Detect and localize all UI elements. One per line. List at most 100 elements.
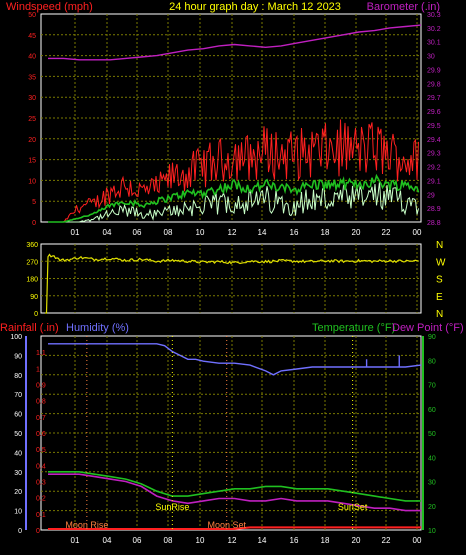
climate-x-tick-2: 06	[133, 536, 142, 545]
temperature-tick-1: 20	[428, 504, 436, 511]
dewpoint-axis-title: Dew Point (°F)	[392, 322, 464, 334]
barometer-axis-title: Barometer (.in)	[367, 1, 440, 13]
rain-tick-3: 0.3	[36, 480, 46, 487]
windspeed-axis-title: Windspeed (mph)	[6, 1, 93, 13]
barometer-line	[48, 24, 422, 61]
barometer-tick-3: 29.1	[427, 178, 441, 185]
wind-x-tick-0: 01	[71, 228, 80, 237]
climate-x-tick-4: 10	[196, 536, 205, 545]
wind-x-tick-6: 14	[258, 228, 267, 237]
temperature-tick-8: 90	[428, 334, 436, 341]
humidity-tick-1: 10	[14, 509, 22, 516]
climate-x-tick-9: 20	[352, 536, 361, 545]
humidity-tick-4: 40	[14, 450, 22, 457]
wind-x-tick-1: 04	[103, 228, 112, 237]
annotation-label-3: SunSet	[338, 502, 368, 512]
barometer-tick-9: 29.7	[427, 95, 441, 102]
climate-x-tick-7: 16	[290, 536, 299, 545]
direction-tick-2: 180	[26, 277, 38, 284]
wind-x-tick-4: 10	[196, 228, 205, 237]
climate-x-tick-10: 22	[382, 536, 391, 545]
rain-tick-1: 0.1	[36, 512, 46, 519]
rain-tick-7: 0.7	[36, 415, 46, 422]
windspeed-tick-6: 30	[28, 95, 36, 102]
annotation-label-0: Moon Rise	[65, 520, 108, 530]
temperature-tick-7: 80	[428, 358, 436, 365]
wind-x-tick-8: 18	[321, 228, 330, 237]
humidity-tick-2: 20	[14, 489, 22, 496]
grid-layer	[25, 13, 424, 531]
wind-x-tick-11: 00	[413, 228, 422, 237]
rainfall-axis-title: Rainfall (.in)	[0, 322, 59, 334]
temperature-tick-6: 70	[428, 383, 436, 390]
windspeed-tick-1: 5	[32, 199, 36, 206]
climate-x-tick-0: 01	[71, 536, 80, 545]
chart-title: 24 hour graph day : March 12 2023	[169, 1, 341, 13]
compass-label-3: E	[436, 292, 443, 303]
windspeed-tick-3: 15	[28, 158, 36, 165]
temperature-tick-4: 50	[428, 431, 436, 438]
windspeed-tick-9: 45	[28, 33, 36, 40]
rain-tick-10: 1	[36, 366, 40, 373]
wind-gust-line	[48, 119, 419, 223]
compass-label-0: N	[436, 240, 443, 251]
wind-x-tick-10: 22	[382, 228, 391, 237]
climate-x-tick-5: 12	[228, 536, 237, 545]
humidity-tick-3: 30	[14, 470, 22, 477]
wind-x-tick-7: 16	[290, 228, 299, 237]
humidity-tick-10: 100	[10, 334, 22, 341]
temperature-tick-5: 60	[428, 407, 436, 414]
temperature-tick-3: 40	[428, 455, 436, 462]
barometer-tick-14: 30.2	[427, 26, 441, 33]
barometer-tick-2: 29	[427, 192, 435, 199]
windspeed-tick-4: 20	[28, 137, 36, 144]
rain-tick-11: 1.1	[36, 350, 46, 357]
temperature-tick-0: 10	[428, 528, 436, 535]
barometer-tick-13: 30.1	[427, 40, 441, 47]
rain-tick-8: 0.8	[36, 399, 46, 406]
annotation-label-2: Moon Set	[207, 520, 246, 530]
direction-tick-0: 0	[34, 311, 38, 318]
barometer-tick-4: 29.2	[427, 165, 441, 172]
barometer-tick-0: 28.8	[427, 220, 441, 227]
rain-tick-5: 0.5	[36, 447, 46, 454]
windspeed-tick-0: 0	[32, 220, 36, 227]
humidity-tick-6: 60	[14, 412, 22, 419]
compass-label-2: S	[436, 275, 443, 286]
climate-x-tick-11: 00	[413, 536, 422, 545]
barometer-tick-8: 29.6	[427, 109, 441, 116]
climate-x-tick-1: 04	[103, 536, 112, 545]
humidity-axis-title: Humidity (%)	[66, 322, 129, 334]
barometer-tick-15: 30.3	[427, 12, 441, 19]
barometer-tick-6: 29.4	[427, 137, 441, 144]
rain-tick-4: 0.4	[36, 463, 46, 470]
windspeed-tick-10: 50	[28, 12, 36, 19]
climate-x-tick-8: 18	[321, 536, 330, 545]
barometer-tick-11: 29.9	[427, 67, 441, 74]
windspeed-tick-5: 25	[28, 116, 36, 123]
direction-tick-3: 270	[26, 259, 38, 266]
windspeed-tick-7: 35	[28, 74, 36, 81]
humidity-line	[48, 343, 422, 376]
humidity-tick-7: 70	[14, 392, 22, 399]
barometer-tick-1: 28.9	[427, 206, 441, 213]
wind-x-tick-2: 06	[133, 228, 142, 237]
windspeed-tick-8: 40	[28, 54, 36, 61]
humidity-tick-8: 80	[14, 373, 22, 380]
data-layer	[45, 24, 422, 530]
humidity-tick-9: 90	[14, 353, 22, 360]
compass-label-4: N	[436, 309, 443, 320]
rain-tick-2: 0.2	[36, 496, 46, 503]
barometer-tick-7: 29.5	[427, 123, 441, 130]
compass-label-1: W	[436, 257, 446, 268]
barometer-tick-5: 29.3	[427, 151, 441, 158]
rain-tick-6: 0.6	[36, 431, 46, 438]
tick-labels-layer: 0510152025303540455028.828.92929.129.229…	[10, 12, 446, 545]
humidity-tick-0: 0	[18, 528, 22, 535]
temperature-line	[48, 470, 421, 502]
wind-direction-line	[45, 253, 419, 314]
temperature-tick-2: 30	[428, 480, 436, 487]
wind-x-tick-9: 20	[352, 228, 361, 237]
climate-x-tick-6: 14	[258, 536, 267, 545]
